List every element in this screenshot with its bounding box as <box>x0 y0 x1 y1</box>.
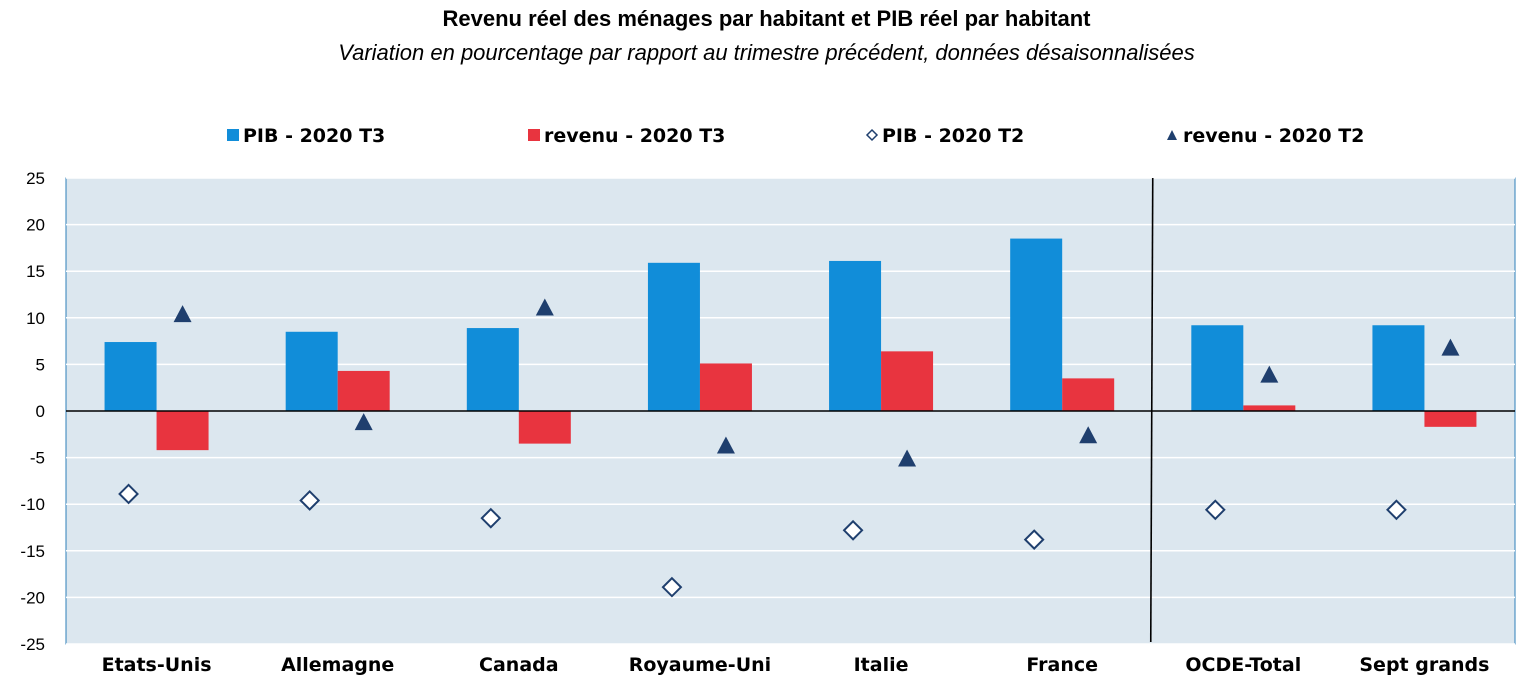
y-tick-label: -15 <box>20 542 45 561</box>
x-tick-label: Allemagne <box>281 654 394 676</box>
marker-pib-t2 <box>118 483 139 505</box>
y-tick-label: 10 <box>26 309 45 328</box>
legend: PIB - 2020 T3 revenu - 2020 T3 PIB - 202… <box>227 125 1364 147</box>
x-tick-label: France <box>1026 654 1098 676</box>
marker-pib-t2 <box>299 490 321 511</box>
x-tick-label: Etats-Unis <box>102 654 212 676</box>
marker-pib-t2 <box>480 507 502 529</box>
zero-line <box>66 177 1515 643</box>
marker-pib-t2 <box>1386 499 1407 521</box>
marker-revenu-t2 <box>535 298 554 316</box>
marker-revenu-t2 <box>173 305 192 323</box>
bar-pib-t3 <box>1191 325 1244 411</box>
marker-pib-t2 <box>842 519 864 541</box>
x-axis: Etats-Unis Allemagne Canada Royaume-Uni Ital… <box>102 654 1490 676</box>
chart-subtitle: Variation en pourcentage par rapport au … <box>338 40 1195 65</box>
marker-pib-t2 <box>1023 529 1045 551</box>
y-tick-label: 25 <box>26 169 45 188</box>
bar-revenu-t3 <box>518 411 571 444</box>
legend-label-revenu-t2: revenu - 2020 T2 <box>1183 125 1364 147</box>
bar-pib-t3 <box>829 260 882 411</box>
markers <box>118 298 1460 598</box>
marker-revenu-t2 <box>1441 338 1460 356</box>
y-axis: 25 20 15 10 5 0 -5 -10 -15 -20 -25 <box>20 169 45 654</box>
bars <box>104 238 1477 451</box>
marker-revenu-t2 <box>716 436 735 454</box>
chart-title: Revenu réel des ménages par habitant et … <box>442 6 1091 31</box>
bar-revenu-t3 <box>1062 378 1115 411</box>
legend-swatch-pib-t2 <box>865 128 879 142</box>
x-tick-label: Italie <box>854 654 909 676</box>
marker-revenu-t2 <box>898 449 917 467</box>
bar-pib-t3 <box>285 331 338 411</box>
marker-revenu-t2 <box>354 413 373 431</box>
bar-pib-t3 <box>104 342 157 411</box>
legend-swatch-revenu-t2 <box>1167 130 1177 140</box>
group-separator-line <box>1149 177 1154 643</box>
marker-revenu-t2 <box>1260 365 1279 383</box>
y-tick-label: 0 <box>36 402 45 421</box>
x-tick-label: Canada <box>479 654 559 676</box>
bar-revenu-t3 <box>337 370 390 411</box>
bar-revenu-t3 <box>1243 405 1296 411</box>
x-tick-label: Royaume-Uni <box>629 654 771 676</box>
y-tick-label: -25 <box>20 635 45 654</box>
legend-label-revenu-t3: revenu - 2020 T3 <box>544 125 725 147</box>
y-tick-label: -5 <box>30 449 45 468</box>
legend-swatch-pib-t3 <box>227 129 239 141</box>
y-tick-label: -10 <box>20 495 45 514</box>
x-tick-label: Sept grands <box>1359 654 1489 676</box>
bar-revenu-t3 <box>699 363 752 411</box>
x-tick-label: OCDE-Total <box>1185 654 1301 676</box>
bar-pib-t3 <box>1010 238 1063 411</box>
bar-pib-t3 <box>466 328 519 411</box>
bar-pib-t3 <box>647 262 700 411</box>
legend-label-pib-t3: PIB - 2020 T3 <box>243 125 385 147</box>
bar-revenu-t3 <box>156 411 209 451</box>
y-tick-label: 5 <box>36 355 45 374</box>
bar-revenu-t3 <box>1424 411 1477 427</box>
bar-pib-t3 <box>1372 325 1425 411</box>
marker-revenu-t2 <box>1079 426 1098 444</box>
y-tick-label: 15 <box>26 262 45 281</box>
marker-pib-t2 <box>661 576 683 598</box>
marker-pib-t2 <box>1204 499 1226 521</box>
legend-swatch-revenu-t3 <box>528 129 540 141</box>
legend-label-pib-t2: PIB - 2020 T2 <box>882 125 1024 147</box>
bar-revenu-t3 <box>881 351 934 411</box>
y-tick-label: -20 <box>20 588 45 607</box>
y-tick-label: 20 <box>26 216 45 235</box>
